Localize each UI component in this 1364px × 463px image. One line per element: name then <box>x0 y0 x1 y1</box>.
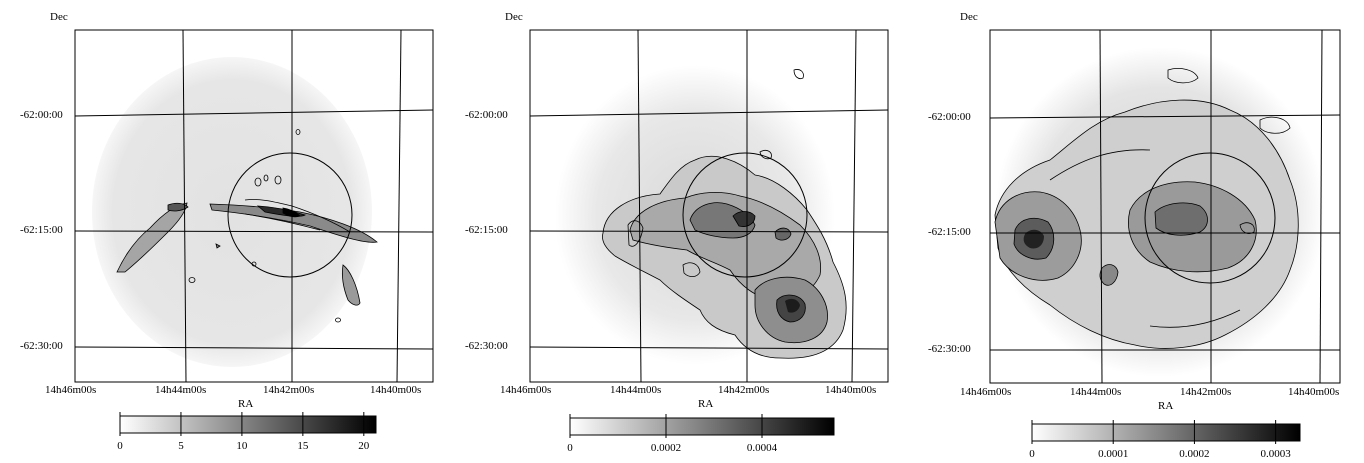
ra-tick-label: 14h40m00s <box>370 384 422 396</box>
colorbar-tick-label: 0 <box>1029 448 1035 460</box>
sky-map-panel-2: Dec -62:00:00 -62:15:00 -62:30:00 14h46m… <box>455 0 910 463</box>
colorbar-2: 0 0.0002 0.0004 <box>567 414 835 454</box>
ra-axis-label: RA <box>238 398 254 410</box>
plot-frame <box>989 29 1341 384</box>
ra-axis-label: RA <box>1158 400 1174 412</box>
ra-tick-label: 14h46m00s <box>45 384 97 396</box>
colorbar-1: 0 5 10 15 20 <box>117 412 377 452</box>
sky-map-3 <box>989 29 1341 384</box>
ra-tick-label: 14h40m00s <box>1288 386 1340 398</box>
dec-tick-label: -62:00:00 <box>928 111 971 123</box>
colorbar-tick-label: 15 <box>297 440 309 452</box>
contour-peak-north <box>689 202 756 239</box>
dec-axis-label: Dec <box>50 11 68 23</box>
ra-tick-label: 14h42m00s <box>1180 386 1232 398</box>
colorbar-tick-label: 0.0001 <box>1098 448 1128 460</box>
region-circle <box>1144 152 1276 284</box>
contours <box>188 129 351 323</box>
dec-axis-label: Dec <box>505 11 523 23</box>
region-circle <box>682 152 808 278</box>
graticule <box>989 29 1341 384</box>
colorbar-tick-label: 0.0002 <box>1179 448 1209 460</box>
contours <box>1049 68 1291 328</box>
dec-tick-label: -62:15:00 <box>465 224 508 236</box>
colorbar-3: 0 0.0001 0.0002 0.0003 <box>1029 420 1301 460</box>
emission-features <box>116 202 378 306</box>
graticule <box>529 29 889 383</box>
dec-axis-label: Dec <box>960 11 978 23</box>
colorbar-tick-label: 20 <box>358 440 370 452</box>
ra-tick-label: 14h42m00s <box>718 384 770 396</box>
ra-tick-label: 14h42m00s <box>263 384 315 396</box>
contours <box>627 69 804 278</box>
colorbar-tick-label: 0 <box>567 442 573 454</box>
dec-tick-label: -62:00:00 <box>20 109 63 121</box>
colorbar-gradient <box>569 417 835 436</box>
dec-tick-label: -62:15:00 <box>928 226 971 238</box>
contour-mid <box>629 192 822 301</box>
colorbar-tick-label: 0 <box>117 440 123 452</box>
ra-tick-label: 14h40m00s <box>825 384 877 396</box>
ra-tick-label: 14h46m00s <box>500 384 552 396</box>
colorbar-gradient <box>119 415 377 434</box>
dec-tick-label: -62:15:00 <box>20 224 63 236</box>
sky-map-1 <box>74 29 434 383</box>
sky-map-2 <box>529 29 889 383</box>
plot-frame <box>529 29 889 383</box>
graticule <box>74 29 434 383</box>
ra-tick-label: 14h44m00s <box>610 384 662 396</box>
colorbar-tick-label: 0.0004 <box>747 442 778 454</box>
dec-tick-label: -62:30:00 <box>928 343 971 355</box>
dec-tick-label: -62:00:00 <box>465 109 508 121</box>
dec-tick-label: -62:30:00 <box>465 340 508 352</box>
colorbar-gradient <box>1031 423 1301 442</box>
ra-tick-label: 14h44m00s <box>155 384 207 396</box>
ra-axis-label: RA <box>698 398 714 410</box>
sky-map-panel-3: Dec -62:00:00 -62:15:00 -62:30:00 14h46m… <box>910 0 1364 463</box>
plot-frame <box>74 29 434 383</box>
colorbar-tick-label: 0.0002 <box>651 442 681 454</box>
ra-tick-label: 14h44m00s <box>1070 386 1122 398</box>
sky-map-panel-1: Dec -62:00:00 -62:15:00 -62:30:00 14h46m… <box>0 0 455 463</box>
colorbar-tick-label: 0.0003 <box>1261 448 1292 460</box>
ra-tick-label: 14h46m00s <box>960 386 1012 398</box>
colorbar-tick-label: 5 <box>178 440 184 452</box>
colorbar-tick-label: 10 <box>236 440 248 452</box>
region-circle <box>227 152 353 278</box>
dec-tick-label: -62:30:00 <box>20 340 63 352</box>
